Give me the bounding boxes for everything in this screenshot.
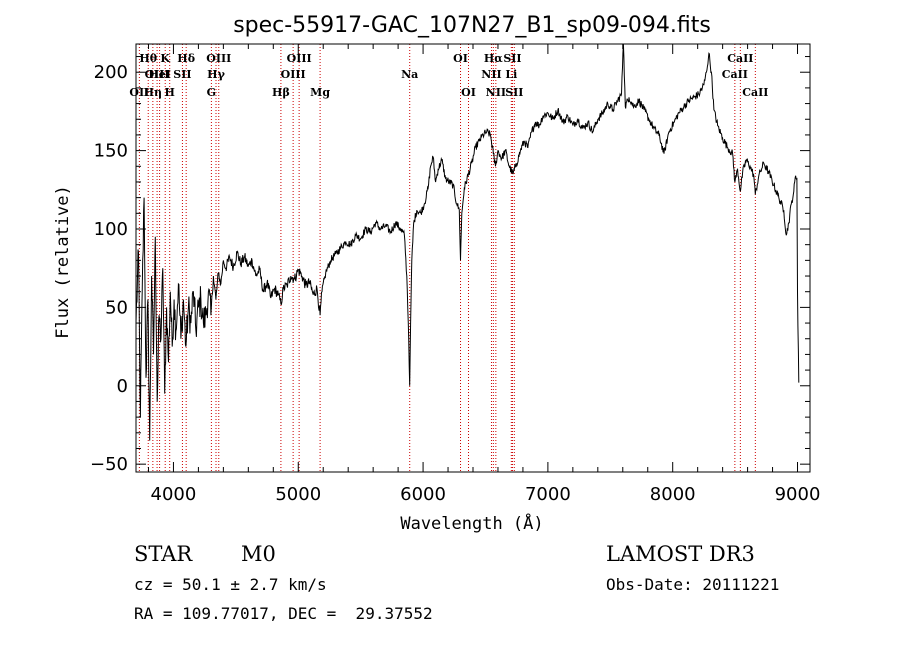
object-class: STAR	[134, 542, 193, 566]
line-marker-label: OII	[129, 86, 149, 99]
y-tick-label: 50	[105, 297, 128, 318]
plot-frame	[135, 43, 811, 473]
line-marker-label: OI	[461, 86, 476, 99]
line-marker-label: CaII	[742, 86, 768, 99]
line-marker-label: SII	[505, 86, 523, 99]
line-marker-label: Hβ	[272, 86, 290, 99]
y-axis-ticks: −50 0 50 100 150 200	[90, 56, 810, 475]
x-axis-ticks: 4000 5000 6000 7000 8000 9000	[147, 44, 821, 505]
line-marker-label: OIII	[145, 68, 170, 81]
x-tick-label: 6000	[400, 484, 446, 505]
line-marker-label: CaII	[727, 52, 753, 65]
redshift-velocity: cz = 50.1 ± 2.7 km/s	[134, 575, 327, 594]
chart-title: spec-55917-GAC_107N27_B1_sp09-094.fits	[233, 13, 711, 38]
line-marker-label: HeI	[148, 68, 171, 81]
y-tick-label: −50	[90, 454, 128, 475]
y-tick-label: 0	[117, 376, 128, 397]
line-marker-labels: OIIHθHηOIIIHeIKHSIIHδGHγOIIIHβOIIIOIIIMg…	[129, 52, 768, 99]
line-marker-label: CaII	[722, 68, 748, 81]
y-tick-label: 200	[94, 62, 128, 83]
line-marker-label: K	[160, 52, 170, 65]
line-marker-label: Li	[505, 68, 517, 81]
line-marker-label: H	[164, 86, 174, 99]
y-tick-label: 100	[94, 219, 128, 240]
object-subclass: M0	[241, 542, 276, 566]
x-tick-label: 7000	[525, 484, 571, 505]
spectrum-line	[135, 43, 800, 441]
y-axis-label: Flux (relative)	[53, 185, 73, 339]
line-marker-label: Hθ	[139, 52, 157, 65]
x-tick-label: 9000	[775, 484, 821, 505]
survey-name: LAMOST DR3	[606, 542, 755, 566]
line-marker-label: Hα	[484, 52, 503, 65]
line-marker-label: OIII	[281, 68, 306, 81]
line-marker-label: OIII	[206, 52, 231, 65]
line-marker-label: Mg	[310, 86, 330, 99]
line-marker-label: G	[207, 86, 216, 99]
line-marker-label: SII	[503, 52, 521, 65]
line-marker-label: Hη	[144, 86, 162, 99]
line-markers	[138, 44, 756, 472]
line-marker-label: SII	[173, 68, 191, 81]
line-marker-label: NII	[481, 68, 501, 81]
line-marker-label: Na	[401, 68, 418, 81]
line-marker-label: Hδ	[177, 52, 195, 65]
line-marker-label: OIII	[287, 52, 312, 65]
coordinates: RA = 109.77017, DEC = 29.37552	[134, 604, 433, 623]
x-axis-label: Wavelength (Å)	[400, 512, 543, 534]
line-marker-label: Hγ	[207, 68, 225, 81]
x-tick-label: 4000	[151, 484, 197, 505]
x-tick-label: 5000	[275, 484, 321, 505]
observation-date: Obs-Date: 20111221	[606, 575, 779, 594]
line-marker-label: OI	[453, 52, 468, 65]
x-tick-label: 8000	[650, 484, 696, 505]
line-marker-label: NII	[486, 86, 506, 99]
y-tick-label: 150	[94, 141, 128, 162]
